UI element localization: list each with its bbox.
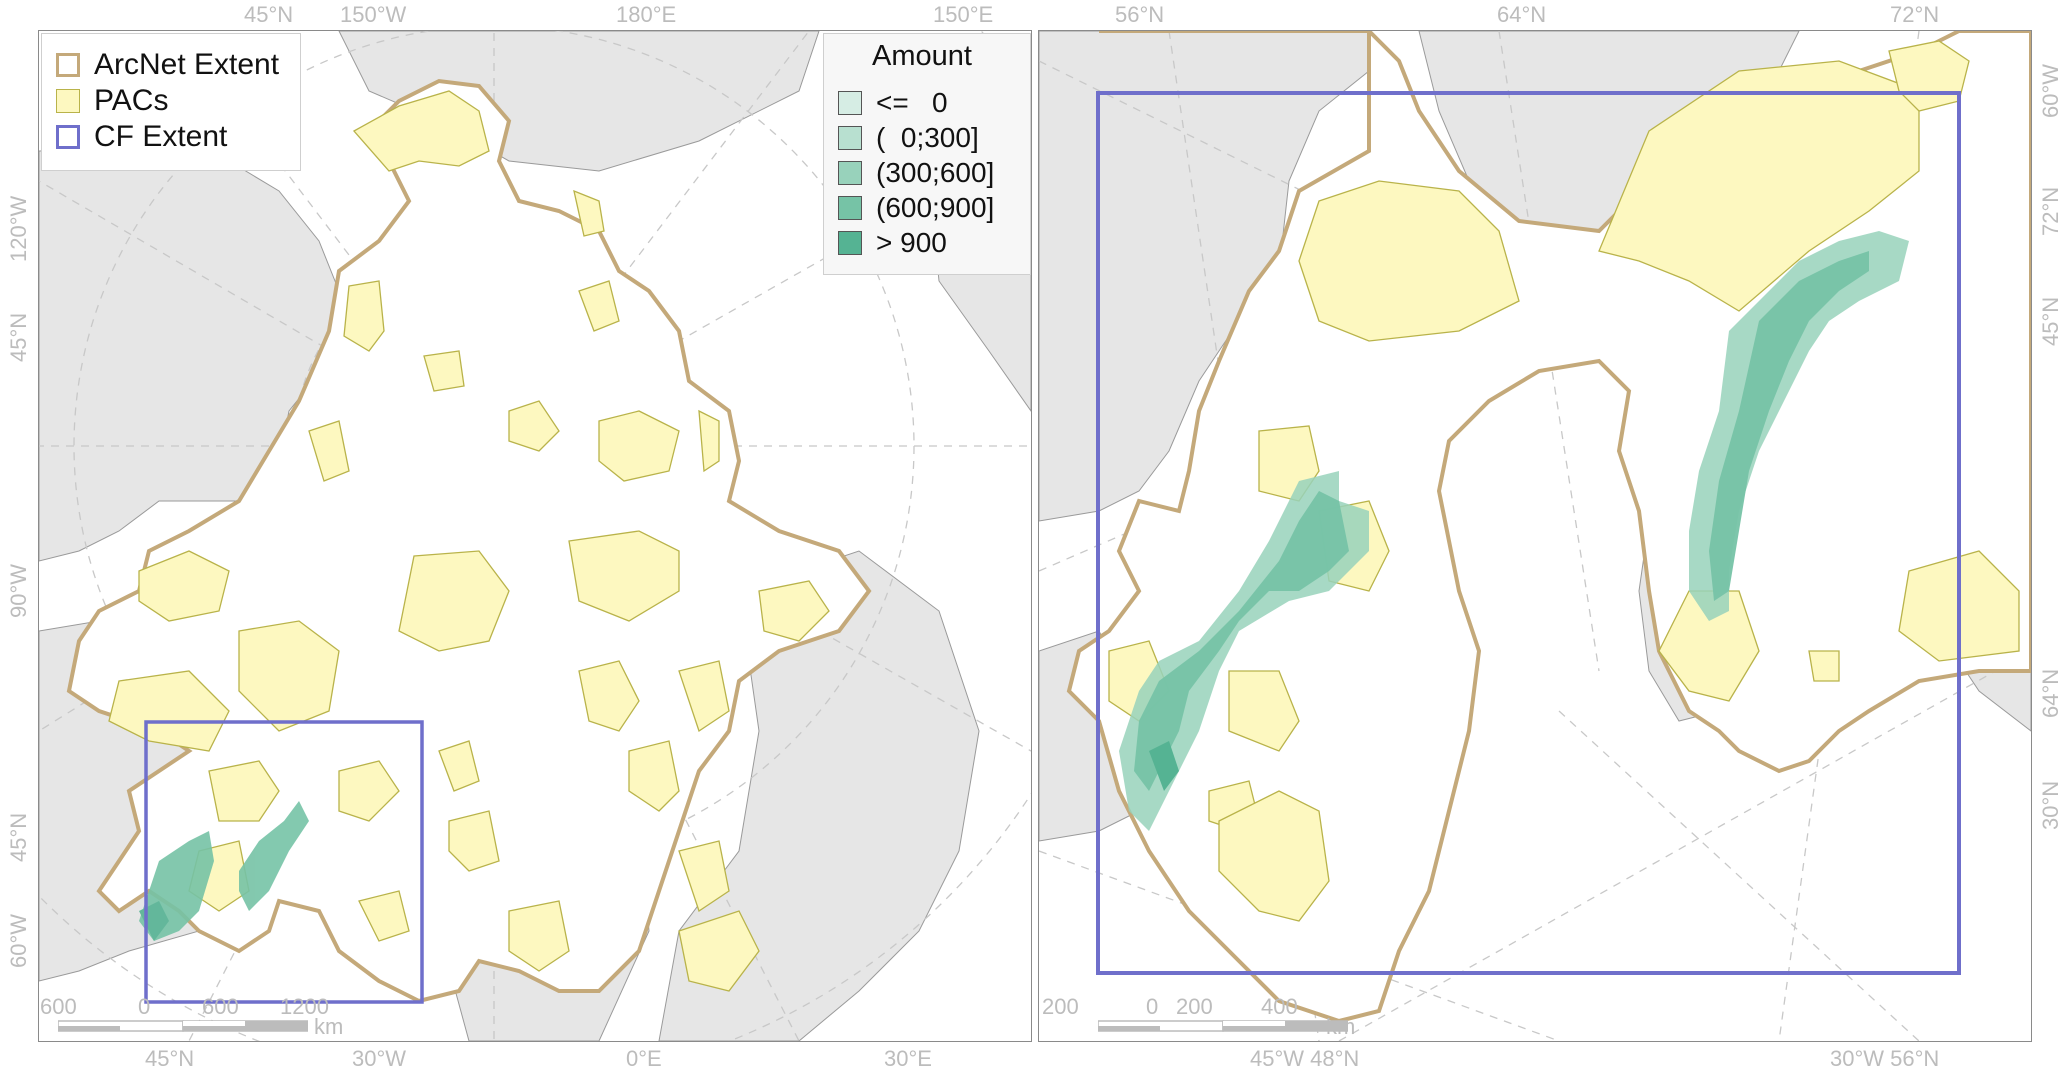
graticule-label-bottom-3: 0°E: [626, 1046, 662, 1071]
amount-item-2: ( 0;300]: [838, 122, 979, 154]
scalebar-tick-4: 1200: [280, 994, 329, 1019]
graticule-label-bottom-2: 30°W: [352, 1046, 407, 1071]
graticule-label-top-lp1: 45°N: [244, 2, 294, 27]
graticule-label-top-r3: 72°N: [1890, 2, 1940, 27]
graticule-label-right-1: 60°W: [2038, 63, 2063, 118]
legend-swatch-cf: [56, 125, 80, 149]
graticule-label-top-lp4: 150°E: [933, 2, 994, 27]
amount-swatch-5: [838, 231, 862, 255]
amount-item-3: (300;600]: [838, 157, 994, 189]
amount-label-3: (300;600]: [876, 157, 995, 188]
graticule-label-right-4: 64°N: [2038, 668, 2063, 718]
graticule-label-top-lp2: 150°W: [340, 2, 407, 27]
amount-swatch-1: [838, 91, 862, 115]
amount-item-4: (600;900]: [838, 192, 994, 224]
map-panel-cf-zoom[interactable]: [1038, 30, 2032, 1042]
graticule-label-top-lp3: 180°E: [616, 2, 677, 27]
amount-swatch-2: [838, 126, 862, 150]
cf-extent-box-right: [1096, 91, 1961, 975]
legend-label-pacs: PACs: [94, 84, 169, 117]
graticule-label-left-2: 45°N: [6, 312, 31, 362]
amount-swatch-4: [838, 196, 862, 220]
amount-item-1: <= 0: [838, 87, 948, 119]
scalebar-right: 200 0 200 400 km: [1042, 994, 1418, 1038]
scalebar-r-unit: km: [1326, 1014, 1356, 1039]
legend-label-arcnet: ArcNet Extent: [94, 48, 280, 81]
arctic-map: [39, 31, 1031, 1041]
graticule-label-right-5: 30°N: [2038, 780, 2063, 830]
graticule-label-left-1: 120°W: [6, 195, 31, 262]
extent-legend: ArcNet Extent PACs CF Extent: [41, 33, 301, 171]
scalebar-unit: km: [314, 1014, 344, 1039]
amount-legend-title: Amount: [872, 40, 972, 72]
amount-label-1: <= 0: [876, 87, 948, 118]
scalebar-tick-3: 600: [202, 994, 239, 1019]
amount-label-5: > 900: [876, 227, 947, 258]
amount-label-2: ( 0;300]: [876, 122, 979, 153]
scalebar-bar-right: [1098, 1020, 1348, 1032]
scalebar-tick-2: 0: [138, 994, 151, 1019]
legend-item-cf: CF Extent: [56, 120, 227, 154]
graticule-label-left-3: 90°W: [6, 563, 31, 618]
scalebar-r-tick-2: 0: [1146, 994, 1159, 1019]
cf-extent-box: [144, 720, 424, 1004]
amount-legend: Amount <= 0 ( 0;300] (300;600] (600;900]…: [823, 33, 1031, 275]
legend-swatch-arcnet: [56, 53, 80, 77]
scalebar-left: 600 0 600 1200 km: [40, 994, 378, 1038]
scalebar-r-tick-4: 400: [1261, 994, 1298, 1019]
legend-item-arcnet: ArcNet Extent: [56, 48, 279, 82]
graticule-label-right-2: 72°N: [2038, 186, 2063, 236]
graticule-label-bottom-r2: 30°W 56°N: [1830, 1046, 1940, 1071]
scalebar-r-tick-1: 200: [1042, 994, 1079, 1019]
graticule-label-left-5: 60°W: [6, 913, 31, 968]
amount-swatch-3: [838, 161, 862, 185]
graticule-label-bottom-4: 30°E: [884, 1046, 932, 1071]
cf-density-right: [1119, 231, 1909, 831]
graticule-label-left-4: 45°N: [6, 812, 31, 862]
scalebar-tick-1: 600: [40, 994, 77, 1019]
scalebar-r-tick-3: 200: [1176, 994, 1213, 1019]
legend-label-cf: CF Extent: [94, 120, 228, 153]
scalebar-bar: [58, 1020, 308, 1032]
graticule-label-top-r2: 64°N: [1497, 2, 1547, 27]
amount-item-5: > 900: [838, 227, 947, 259]
graticule-label-bottom-1: 45°N: [145, 1046, 195, 1071]
graticule-label-right-3: 45°N: [2038, 296, 2063, 346]
pac-polygons: [108, 90, 830, 992]
cf-zoom-map: [1039, 31, 2031, 1041]
graticule-label-top-r1: 56°N: [1115, 2, 1165, 27]
pac-polygons-right: [1108, 40, 2020, 922]
legend-swatch-pacs: [56, 89, 80, 113]
amount-label-4: (600;900]: [876, 192, 995, 223]
graticule-label-bottom-r1: 45°W 48°N: [1250, 1046, 1360, 1071]
legend-item-pacs: PACs: [56, 84, 168, 118]
